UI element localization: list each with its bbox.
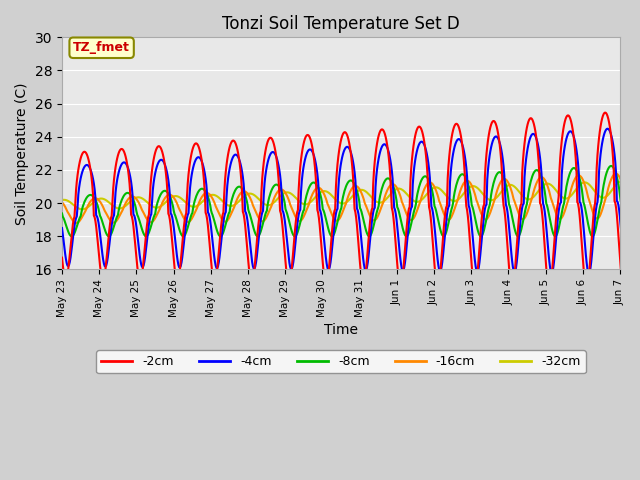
-32cm <box>290 193 298 199</box>
-8cm <box>128 194 136 200</box>
-4cm <box>622 271 630 277</box>
-16cm <box>290 211 298 216</box>
-32cm <box>78 206 86 212</box>
Line: -4cm: -4cm <box>62 126 640 274</box>
-8cm <box>237 185 245 191</box>
-4cm <box>58 225 66 231</box>
-16cm <box>129 193 136 199</box>
-16cm <box>456 191 463 197</box>
-4cm <box>128 185 136 191</box>
Text: TZ_fmet: TZ_fmet <box>73 41 130 54</box>
-2cm <box>421 145 429 151</box>
Y-axis label: Soil Temperature (C): Soil Temperature (C) <box>15 82 29 225</box>
-2cm <box>289 248 297 254</box>
-8cm <box>422 174 430 180</box>
-16cm <box>238 189 246 195</box>
Line: -2cm: -2cm <box>62 110 640 290</box>
-8cm <box>456 174 463 180</box>
Title: Tonzi Soil Temperature Set D: Tonzi Soil Temperature Set D <box>222 15 460 33</box>
-32cm <box>238 195 246 201</box>
-8cm <box>267 190 275 195</box>
-16cm <box>58 199 66 205</box>
-8cm <box>289 232 297 238</box>
-2cm <box>58 255 66 261</box>
-16cm <box>268 203 275 209</box>
Line: -8cm: -8cm <box>62 164 640 236</box>
-4cm <box>267 151 275 156</box>
-2cm <box>237 177 245 183</box>
-4cm <box>454 136 462 142</box>
-8cm <box>328 233 336 239</box>
-2cm <box>128 214 136 219</box>
-16cm <box>422 183 430 189</box>
-16cm <box>73 220 81 226</box>
-4cm <box>289 260 297 265</box>
-2cm <box>267 135 275 141</box>
Line: -32cm: -32cm <box>62 180 640 209</box>
-2cm <box>639 107 640 113</box>
-32cm <box>58 197 66 203</box>
X-axis label: Time: Time <box>324 323 358 336</box>
-4cm <box>421 144 429 150</box>
-32cm <box>268 201 275 207</box>
-2cm <box>454 123 462 129</box>
-32cm <box>456 196 463 202</box>
Line: -16cm: -16cm <box>62 172 640 223</box>
-32cm <box>422 192 430 198</box>
-32cm <box>129 197 136 203</box>
-8cm <box>58 211 66 216</box>
-2cm <box>620 288 628 293</box>
-4cm <box>237 165 245 170</box>
Legend: -2cm, -4cm, -8cm, -16cm, -32cm: -2cm, -4cm, -8cm, -16cm, -32cm <box>96 350 586 373</box>
